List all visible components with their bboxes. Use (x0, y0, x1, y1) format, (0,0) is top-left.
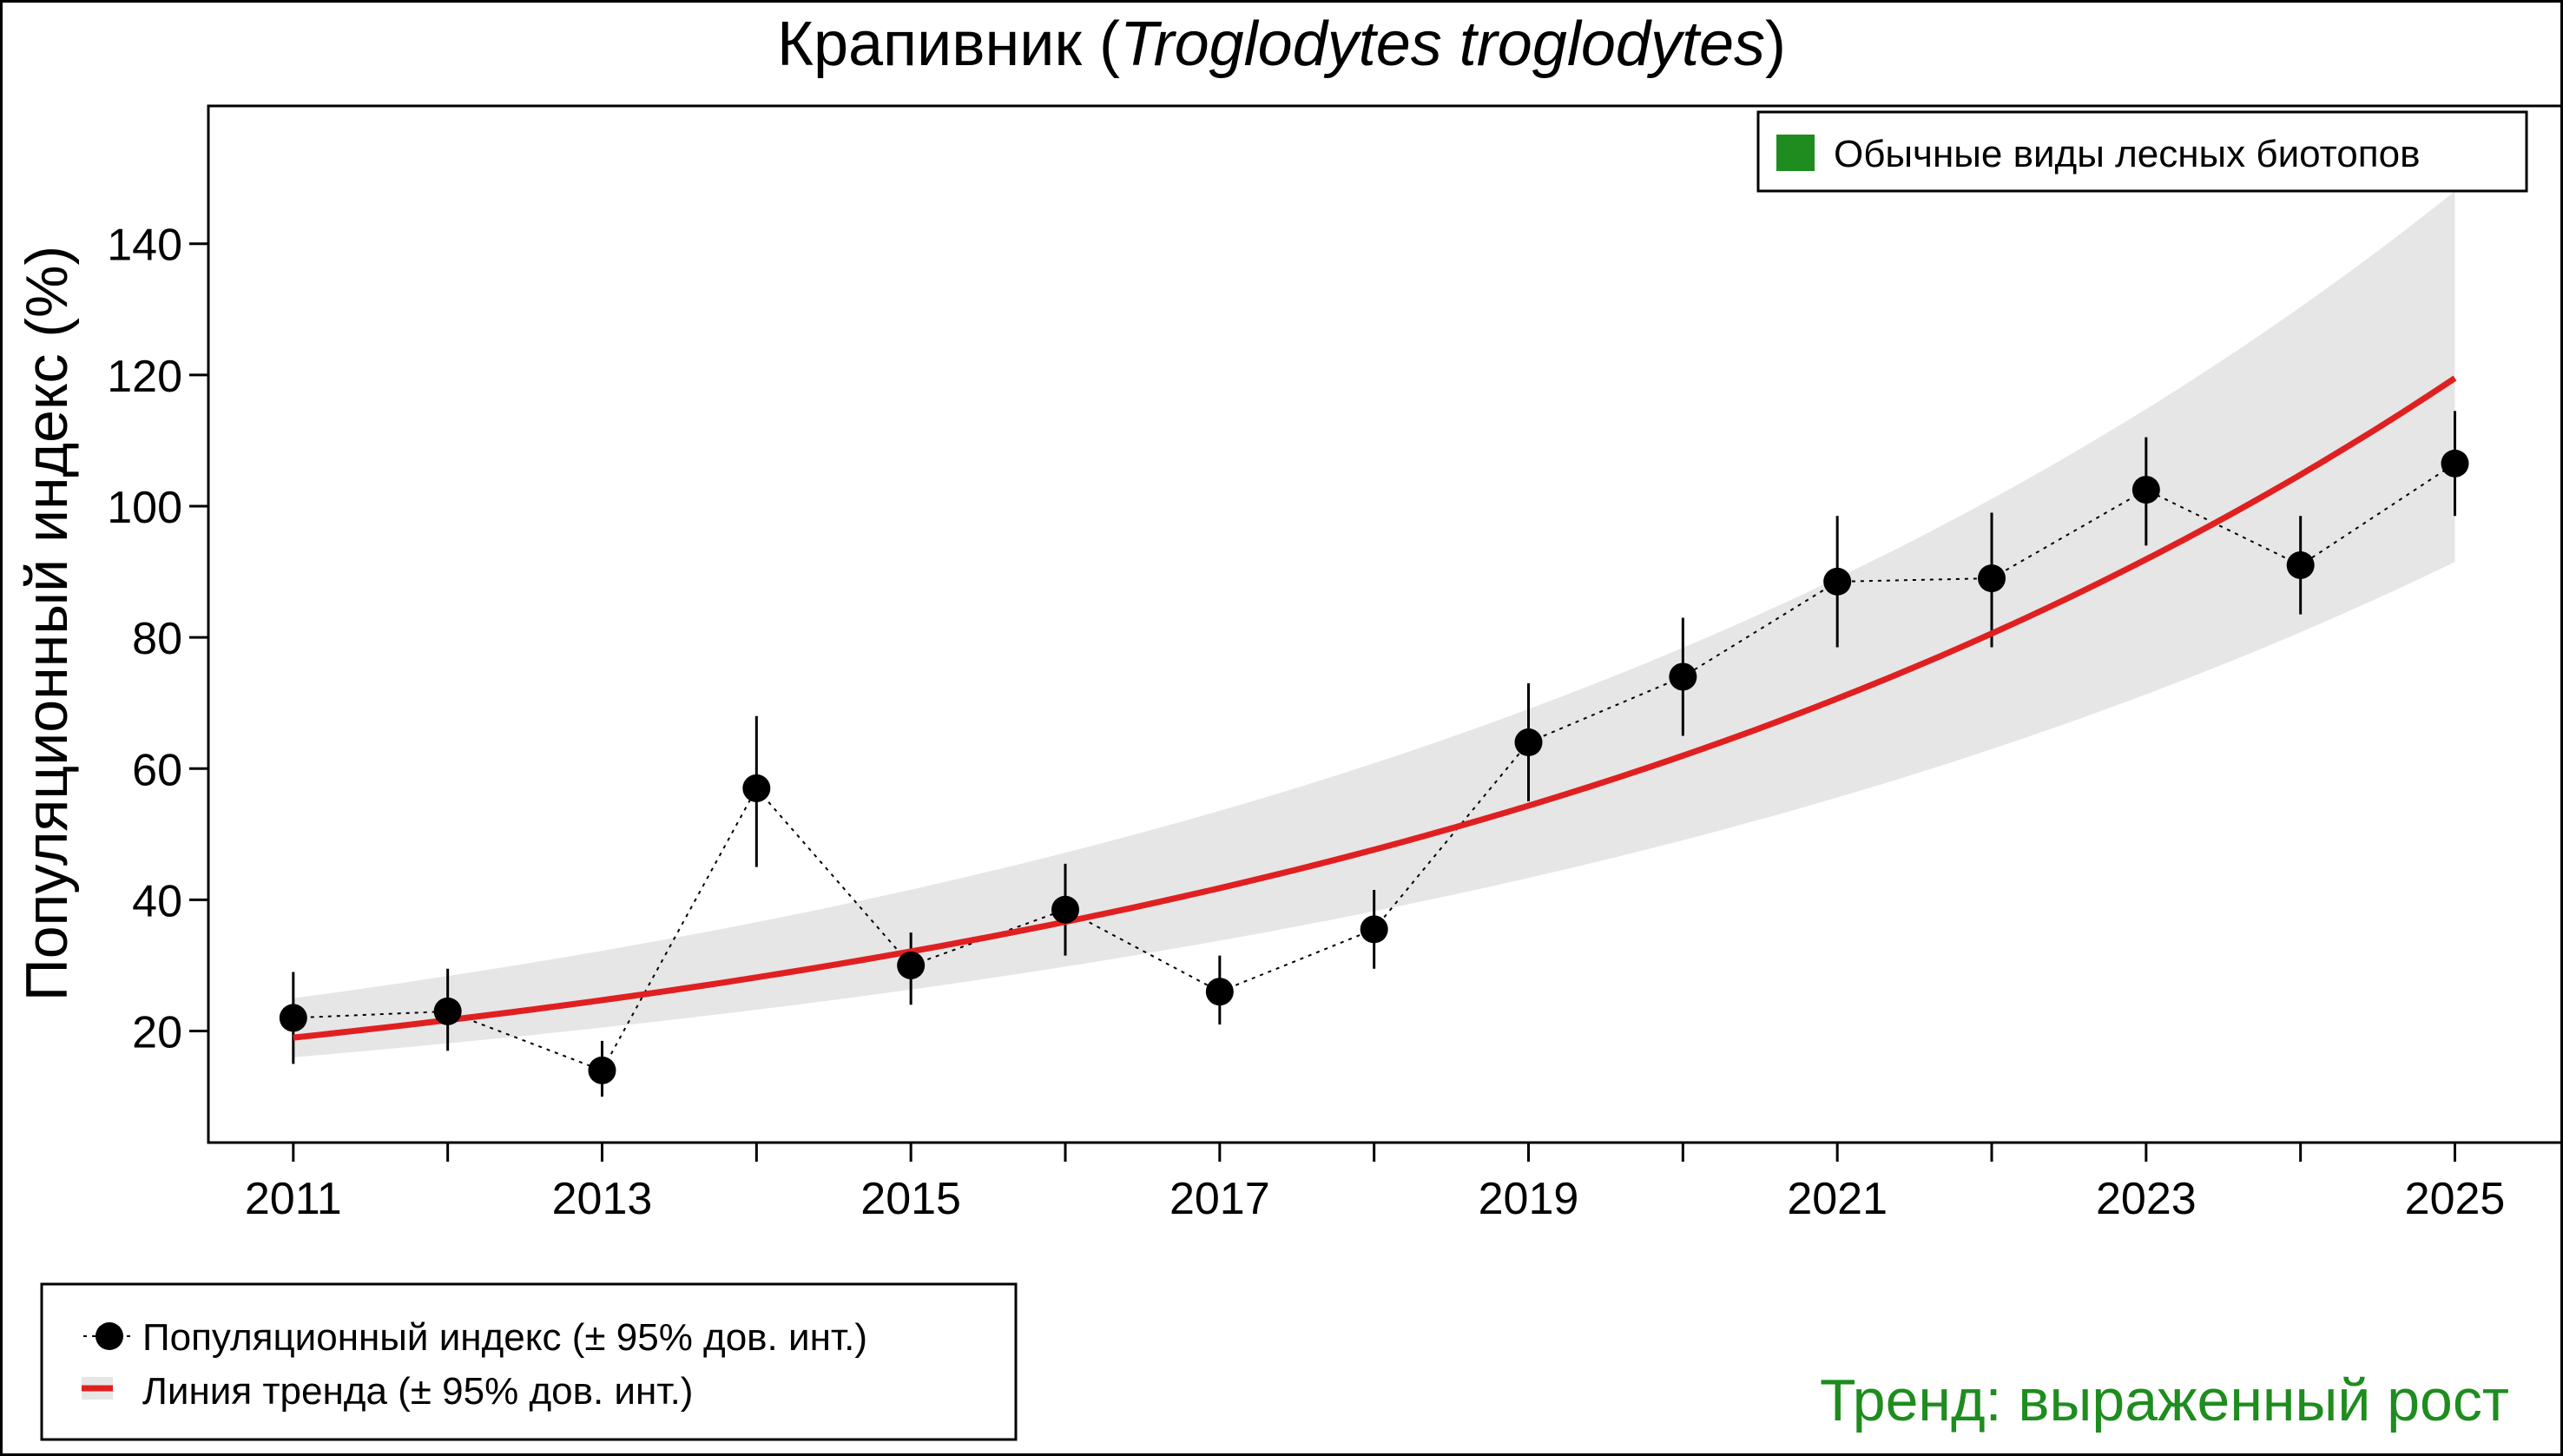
y-tick-label: 120 (107, 352, 182, 402)
x-tick-label: 2025 (2405, 1174, 2506, 1224)
series-legend-box (40, 1282, 1018, 1441)
y-axis-label: Популяционный индекс (%) (14, 246, 80, 1001)
trend-line-layer (293, 375, 2457, 1041)
plot-area-border (207, 104, 2563, 1144)
data-point (588, 1056, 616, 1084)
y-tick-label: 100 (107, 483, 182, 533)
legend-index-label: Популяционный индекс (± 95% дов. инт.) (142, 1316, 867, 1359)
x-tick-label: 2013 (552, 1174, 653, 1224)
trend-ci-band-layer (293, 191, 2455, 1057)
x-tick-label: 2019 (1479, 1174, 1579, 1224)
x-tick-label: 2011 (245, 1174, 342, 1224)
data-point (1823, 567, 1852, 596)
data-point (279, 1004, 307, 1032)
data-point (1360, 915, 1388, 944)
y-tick-label: 20 (132, 1008, 182, 1058)
data-point (1514, 728, 1543, 757)
x-tick-label: 2015 (860, 1174, 961, 1224)
y-tick-label: 80 (132, 614, 182, 664)
x-tick-label: 2021 (1787, 1174, 1888, 1224)
legend-index-point-sample (96, 1322, 123, 1350)
chart-title: Крапивник (Troglodytes troglodytes) (777, 10, 1786, 79)
y-axis-ticks: 20 40 60 80 100 120 140 (107, 221, 208, 1058)
data-point (897, 951, 926, 979)
category-legend-box (1756, 110, 2528, 193)
series-legend: Популяционный индекс (± 95% дов. инт.) Л… (40, 1282, 1018, 1441)
trend-ci-band (293, 191, 2455, 1057)
category-legend: Обычные виды лесных биотопов (1756, 110, 2528, 193)
data-point (742, 774, 771, 802)
data-point (2131, 476, 2160, 504)
category-legend-label: Обычные виды лесных биотопов (1834, 133, 2420, 175)
legend-trend-label: Линия тренда (± 95% дов. инт.) (142, 1370, 693, 1413)
data-point (1978, 564, 2006, 593)
trend-verdict-label: Тренд: выраженный рост (1820, 1367, 2509, 1433)
x-tick-label: 2017 (1169, 1174, 1270, 1224)
trend-line (293, 375, 2457, 1041)
index-point-layer (279, 449, 2469, 1084)
data-point (1669, 662, 1697, 691)
y-tick-label: 60 (132, 745, 182, 795)
data-point (433, 997, 462, 1025)
data-point (1051, 895, 1079, 924)
y-tick-label: 140 (107, 221, 182, 271)
data-point (1205, 978, 1234, 1006)
y-tick-label: 40 (132, 876, 182, 926)
x-tick-label: 2023 (2096, 1174, 2197, 1224)
category-color-swatch (1776, 135, 1815, 171)
data-point (2441, 449, 2469, 478)
data-point (2286, 550, 2315, 579)
x-axis-ticks: 2011 2013 2015 2017 2019 2021 2023 2025 (245, 1143, 2505, 1224)
